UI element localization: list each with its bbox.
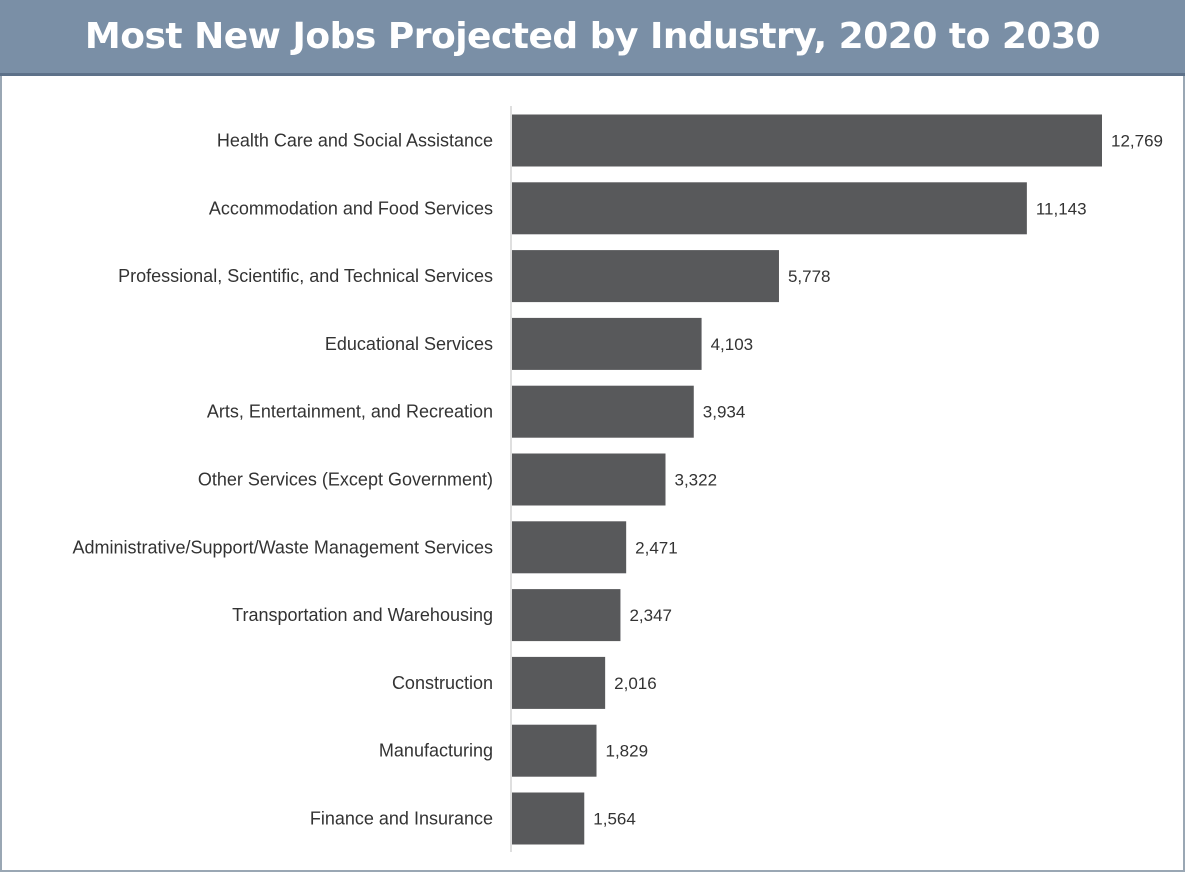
value-label: 2,471 [635, 538, 678, 557]
value-label: 5,778 [788, 267, 831, 286]
bar [512, 521, 627, 574]
bar [512, 114, 1102, 167]
bar [512, 589, 621, 642]
category-label: Educational Services [325, 334, 493, 354]
bar [512, 317, 702, 370]
bar [512, 385, 694, 438]
category-label: Finance and Insurance [310, 809, 493, 829]
category-label: Administrative/Support/Waste Management … [72, 537, 493, 557]
category-label: Other Services (Except Government) [198, 470, 493, 490]
bar [512, 656, 606, 709]
value-label: 4,103 [711, 335, 754, 354]
category-label: Professional, Scientific, and Technical … [118, 266, 493, 286]
bar [512, 792, 585, 845]
value-label: 1,564 [593, 810, 636, 829]
category-label: Transportation and Warehousing [232, 605, 493, 625]
category-label: Health Care and Social Assistance [217, 131, 493, 151]
bar [512, 250, 779, 303]
value-label: 2,347 [629, 606, 672, 625]
title-bar: Most New Jobs Projected by Industry, 202… [0, 0, 1185, 76]
value-label: 2,016 [614, 674, 657, 693]
value-label: 3,934 [703, 403, 746, 422]
category-label: Accommodation and Food Services [209, 198, 493, 218]
value-label: 11,143 [1036, 199, 1087, 218]
category-label: Construction [392, 673, 493, 693]
bar [512, 724, 597, 777]
value-label: 3,322 [674, 471, 717, 490]
category-label: Arts, Entertainment, and Recreation [207, 402, 493, 422]
bar-chart: Health Care and Social Assistance 12,769 A… [72, 106, 1163, 852]
category-label: Manufacturing [379, 741, 493, 761]
bar [512, 453, 666, 506]
value-label: 1,829 [606, 742, 649, 761]
bar [512, 182, 1027, 235]
value-label: 12,769 [1111, 132, 1163, 151]
chart-title: Most New Jobs Projected by Industry, 202… [84, 16, 1101, 57]
